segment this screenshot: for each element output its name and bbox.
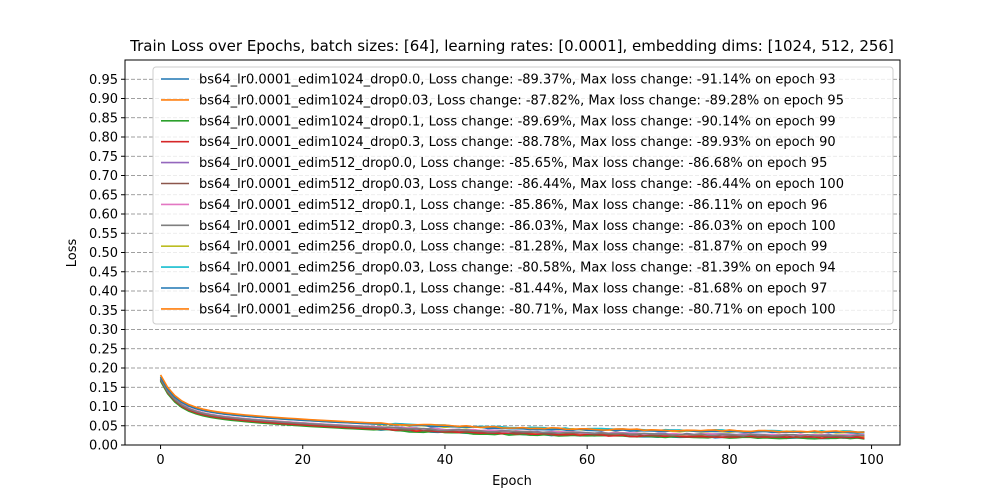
y-tick-label: 0.40 <box>89 285 118 300</box>
y-tick-label: 0.75 <box>89 150 118 165</box>
series-line-2 <box>159 380 865 440</box>
y-tick-label: 0.50 <box>89 246 118 261</box>
y-tick-label: 0.65 <box>89 188 118 203</box>
y-tick-label: 0.20 <box>89 362 118 377</box>
legend-entry: bs64_lr0.0001_edim256_drop0.3, Loss chan… <box>199 302 836 317</box>
y-tick-label: 0.00 <box>89 439 118 454</box>
x-tick-label: 60 <box>579 453 596 468</box>
series-line-3 <box>159 379 865 440</box>
y-tick-label: 0.25 <box>89 342 118 357</box>
legend-entry: bs64_lr0.0001_edim256_drop0.0, Loss chan… <box>199 240 827 255</box>
x-axis: 0 20 40 60 80 100 <box>156 445 884 468</box>
legend-entry: bs64_lr0.0001_edim512_drop0.3, Loss chan… <box>199 219 836 234</box>
y-tick-label: 0.05 <box>89 419 118 434</box>
x-tick-label: 0 <box>156 453 164 468</box>
y-tick-label: 0.45 <box>89 265 118 280</box>
y-tick-label: 0.55 <box>89 227 118 242</box>
legend: bs64_lr0.0001_edim1024_drop0.0, Loss cha… <box>152 66 894 325</box>
y-tick-label: 0.95 <box>89 73 118 88</box>
x-axis-label: Epoch <box>492 474 532 489</box>
y-tick-label: 0.30 <box>89 323 118 338</box>
legend-box <box>152 66 894 325</box>
y-tick-label: 0.15 <box>89 381 118 396</box>
x-tick-label: 20 <box>294 453 311 468</box>
legend-entry: bs64_lr0.0001_edim512_drop0.0, Loss chan… <box>199 156 827 171</box>
legend-entry: bs64_lr0.0001_edim1024_drop0.0, Loss cha… <box>199 73 836 88</box>
y-axis: 0.00 0.05 0.10 0.15 0.20 0.25 0.30 0.35 0.40 0.45… <box>89 73 125 454</box>
legend-entry: bs64_lr0.0001_edim512_drop0.03, Loss cha… <box>199 177 844 192</box>
series-line-11 <box>159 374 865 433</box>
legend-entry: bs64_lr0.0001_edim1024_drop0.3, Loss cha… <box>199 135 836 150</box>
series-line-7 <box>159 378 865 438</box>
series-lines <box>159 374 865 440</box>
legend-entry: bs64_lr0.0001_edim512_drop0.1, Loss chan… <box>199 198 827 213</box>
y-tick-label: 0.70 <box>89 169 118 184</box>
y-tick-label: 0.90 <box>89 92 118 107</box>
y-axis-label: Loss <box>65 239 80 268</box>
y-tick-label: 0.35 <box>89 304 118 319</box>
legend-entry: bs64_lr0.0001_edim1024_drop0.1, Loss cha… <box>199 114 836 129</box>
x-tick-label: 100 <box>859 453 884 468</box>
x-tick-label: 40 <box>437 453 454 468</box>
y-tick-label: 0.60 <box>89 208 118 223</box>
y-tick-label: 0.10 <box>89 400 118 415</box>
y-tick-label: 0.80 <box>89 131 118 146</box>
legend-entry: bs64_lr0.0001_edim256_drop0.1, Loss chan… <box>199 282 827 297</box>
x-tick-label: 80 <box>721 453 738 468</box>
y-tick-label: 0.85 <box>89 111 118 126</box>
legend-entry: bs64_lr0.0001_edim256_drop0.03, Loss cha… <box>199 261 836 276</box>
chart-title: Train Loss over Epochs, batch sizes: [64… <box>129 37 894 55</box>
legend-entry: bs64_lr0.0001_edim1024_drop0.03, Loss ch… <box>199 93 844 108</box>
